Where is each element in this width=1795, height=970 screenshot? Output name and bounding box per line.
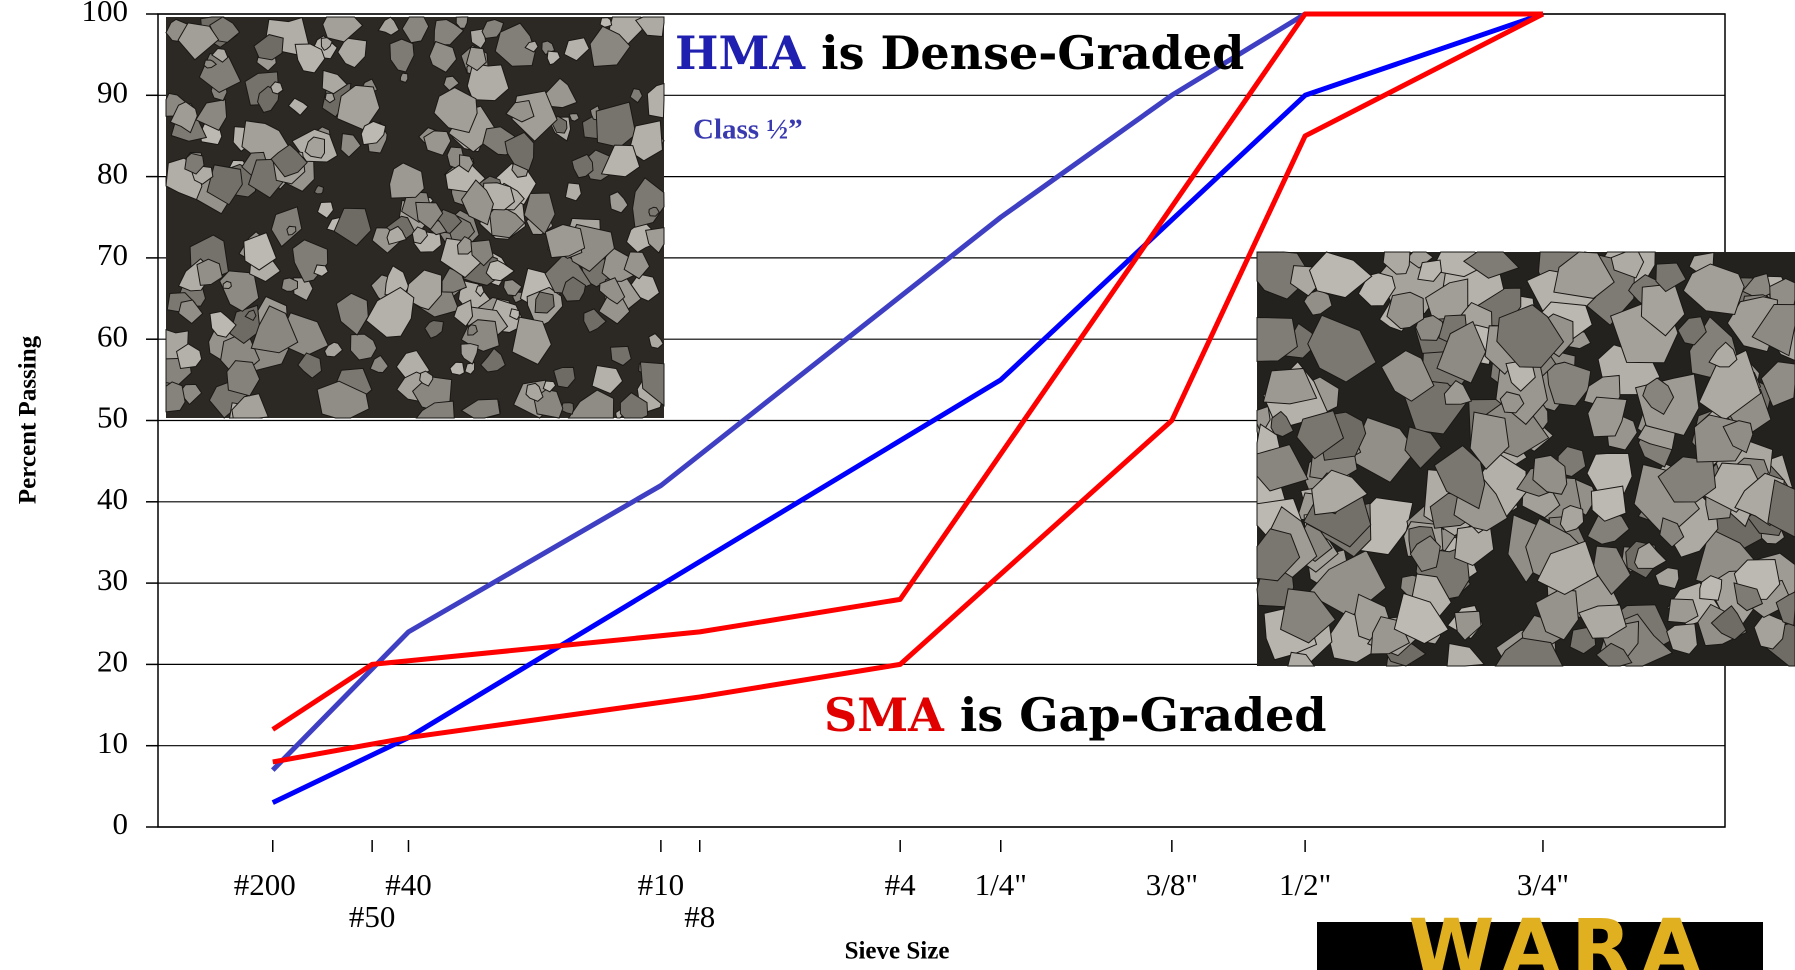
x-tick-label: 3/8" xyxy=(1146,867,1198,902)
photo-gap xyxy=(1257,252,1795,666)
hma-rest: is Dense-Graded xyxy=(805,26,1244,80)
x-tick-label: 1/2" xyxy=(1279,867,1331,902)
x-tick-label: #50 xyxy=(349,899,396,934)
y-tick-label: 60 xyxy=(97,318,128,353)
y-tick-label: 80 xyxy=(97,156,128,191)
x-axis-title: Sieve Size xyxy=(845,938,950,965)
y-tick-label: 50 xyxy=(97,400,128,435)
logo-text: WARA xyxy=(1408,904,1711,970)
hma-annotation: HMA is Dense-Graded xyxy=(675,26,1244,80)
y-tick-label: 70 xyxy=(97,237,128,272)
photo-stone xyxy=(400,73,407,82)
y-axis-title: Percent Passing xyxy=(15,335,42,504)
x-tick-label: #8 xyxy=(684,899,715,934)
y-tick-label: 90 xyxy=(97,74,128,109)
photo-dense xyxy=(166,17,664,418)
y-tick-label: 0 xyxy=(113,806,129,841)
sma-rest: is Gap-Graded xyxy=(944,688,1327,742)
x-tick-label: #40 xyxy=(385,867,432,902)
photo-stone xyxy=(282,278,298,291)
y-tick-label: 40 xyxy=(97,481,128,516)
sma-annotation: SMA is Gap-Graded xyxy=(824,688,1327,742)
photo-stone xyxy=(600,18,612,28)
class-annotation: Class ½” xyxy=(693,114,803,146)
y-tick-label: 30 xyxy=(97,562,128,597)
y-tick-label: 100 xyxy=(82,0,129,28)
x-tick-label: #200 xyxy=(234,867,296,902)
x-tick-label: #10 xyxy=(638,867,685,902)
x-tick-label: 1/4" xyxy=(975,867,1027,902)
x-tick-label: 3/4" xyxy=(1517,867,1569,902)
chart: 0 10 20 30 40 50 60 70 80 90 100 #200 #50#40 #10#8 #4 1… xyxy=(0,0,1795,970)
y-tick-label: 20 xyxy=(97,644,128,679)
hma-word: HMA xyxy=(675,26,806,80)
y-tick-label: 10 xyxy=(97,725,128,760)
x-tick-label: #4 xyxy=(885,867,917,902)
photo-stone xyxy=(166,382,185,412)
sma-word: SMA xyxy=(824,688,945,742)
